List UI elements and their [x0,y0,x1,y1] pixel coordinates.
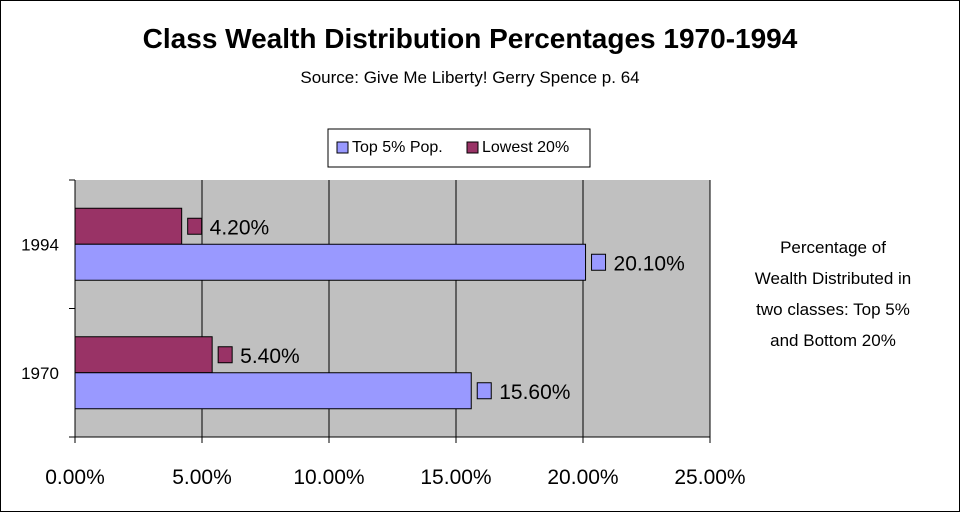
legend-label-top5: Top 5% Pop. [352,139,443,156]
bar [74,207,183,245]
bar [74,336,213,374]
legend: Top 5% Pop. Lowest 20% [327,128,591,168]
x-tick-label: 0.00% [45,466,105,489]
annotation-line-4: and Bottom 20% [770,331,896,350]
data-label-key [217,346,233,364]
data-label-key [187,217,203,235]
data-label: 15.60% [499,381,570,404]
axes: 0.00% 5.00% 10.00% 15.00% 20.00% 25.00% 1994 19… [21,179,746,489]
side-annotation: Percentage of Wealth Distributed in two … [755,238,912,350]
legend-swatch-top5 [336,141,349,154]
category-label: 1970 [21,364,59,383]
x-tick-label: 15.00% [420,466,491,489]
bar [74,243,587,281]
chart-subtitle: Source: Give Me Liberty! Gerry Spence p.… [300,68,639,87]
annotation-line-1: Percentage of [780,238,886,257]
annotation-line-2: Wealth Distributed in [755,269,912,288]
x-tick-label: 5.00% [172,466,232,489]
x-tick-label: 25.00% [674,466,745,489]
bar [74,372,472,410]
x-tick-label: 10.00% [293,466,364,489]
annotation-line-3: two classes: Top 5% [756,300,910,319]
data-label: 20.10% [614,252,685,275]
chart-title: Class Wealth Distribution Percentages 19… [143,23,798,54]
data-label: 4.20% [210,216,270,239]
data-label-key [476,382,492,400]
data-label-key [591,253,607,271]
x-tick-label: 20.00% [547,466,618,489]
bars: 4.20% 20.10% 5.40% 15.60% [74,207,685,410]
category-label: 1994 [21,235,59,254]
legend-box [327,128,591,168]
legend-label-lowest20: Lowest 20% [482,139,569,156]
data-label: 5.40% [240,345,300,368]
legend-swatch-lowest20 [466,141,479,154]
